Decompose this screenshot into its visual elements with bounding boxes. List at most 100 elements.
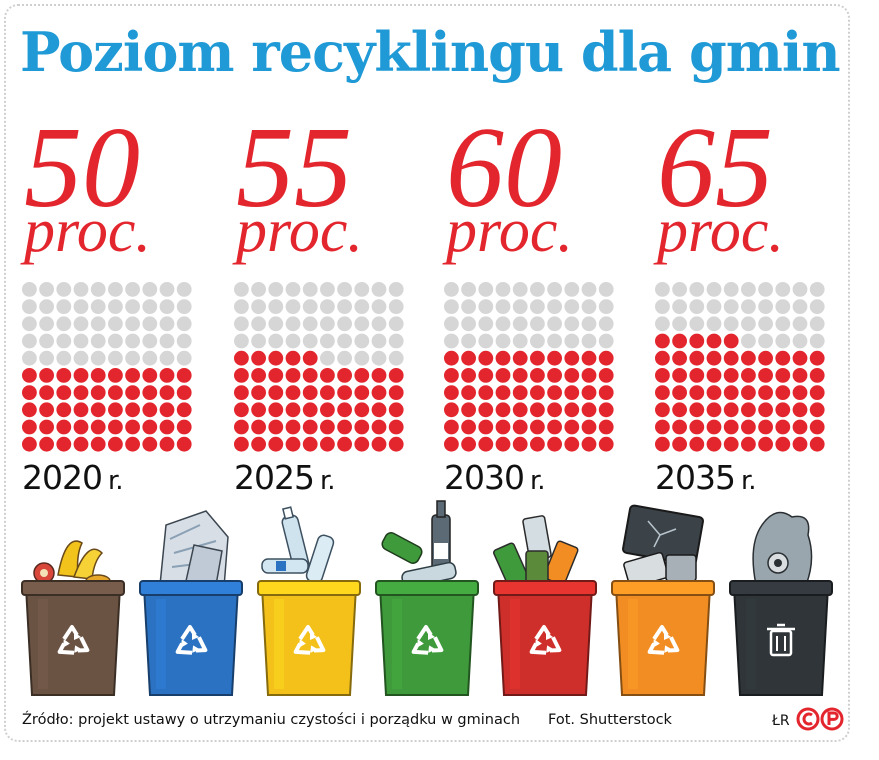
waffle-dot-filled — [39, 385, 54, 400]
waffle-dot-empty — [371, 316, 387, 332]
waffle-dot-filled — [234, 436, 249, 452]
waffle-dot-filled — [444, 402, 459, 418]
waffle-dot-empty — [251, 299, 266, 314]
waffle-dot-filled — [371, 402, 387, 418]
year-panel-2035: 65 proc. 2035 r. — [655, 110, 855, 500]
metal-bin-icon — [493, 515, 597, 696]
waffle-dot-empty — [302, 282, 318, 297]
waffle-dot-filled — [234, 385, 249, 400]
waffle-dot-empty — [337, 333, 352, 349]
waffle-dot-empty — [530, 316, 545, 332]
waffle-dot-empty — [741, 299, 756, 314]
waffle-dot-filled — [302, 368, 318, 383]
waffle-dot-empty — [39, 316, 54, 332]
waffle-dot-empty — [775, 299, 791, 314]
waffle-dot-filled — [354, 436, 370, 452]
waffle-dot-empty — [478, 333, 494, 349]
waffle-dot-filled — [689, 419, 705, 435]
infographic-frame — [4, 4, 850, 742]
waffle-dot-empty — [388, 299, 404, 314]
waffle-dot-empty — [564, 299, 580, 314]
waffle-dot-filled — [90, 436, 106, 452]
waffle-dot-filled — [706, 419, 722, 435]
recycle-symbol-icon — [175, 625, 208, 655]
waffle-dot-filled — [792, 419, 808, 435]
year-panel-2020: 50 proc. 2020 r. — [22, 110, 222, 500]
waffle-dot-filled — [125, 436, 140, 452]
waffle-dot-filled — [547, 436, 562, 452]
waffle-dot-filled — [758, 402, 773, 418]
waffle-dot-empty — [142, 282, 158, 297]
waffle-dot-empty — [125, 282, 140, 297]
waffle-dot-empty — [268, 282, 284, 297]
bin-rim — [493, 580, 597, 596]
waffle-dot-filled — [444, 350, 459, 366]
waffle-dot-filled — [285, 436, 301, 452]
waffle-dot-filled — [655, 419, 670, 435]
waffle-dot-filled — [22, 385, 37, 400]
year-panel-2030: 60 proc. 2030 r. — [444, 110, 644, 500]
waffle-dot-filled — [706, 385, 722, 400]
waffle-dot-empty — [251, 333, 266, 349]
waffle-dot-filled — [371, 368, 387, 383]
mixed-waste-bin-icon — [729, 511, 833, 696]
waffle-dot-filled — [809, 350, 825, 366]
percentage-unit: proc. — [657, 197, 784, 265]
waffle-dot-empty — [512, 316, 528, 332]
waffle-dot-filled — [461, 419, 476, 435]
waffle-dot-filled — [73, 402, 89, 418]
waffle-dot-empty — [320, 299, 335, 314]
waffle-dot-filled — [176, 419, 192, 435]
waffle-dot-empty — [90, 282, 106, 297]
waffle-dot-filled — [251, 350, 266, 366]
waffle-dot-empty — [22, 333, 37, 349]
waffle-dot-filled — [758, 419, 773, 435]
waffle-dot-empty — [775, 282, 791, 297]
waffle-dot-filled — [22, 419, 37, 435]
waffle-dot-filled — [495, 350, 511, 366]
paper-bin-icon — [139, 510, 243, 696]
waffle-dot-empty — [388, 282, 404, 297]
waffle-dot-filled — [354, 402, 370, 418]
waffle-dot-empty — [268, 299, 284, 314]
waffle-dot-filled — [39, 402, 54, 418]
waffle-dot-filled — [689, 385, 705, 400]
waffle-dot-empty — [598, 333, 614, 349]
waffle-dot-empty — [320, 350, 335, 366]
waffle-dot-empty — [598, 299, 614, 314]
waffle-dot-empty — [706, 299, 722, 314]
waffle-dot-filled — [320, 436, 335, 452]
waffle-dot-filled — [388, 402, 404, 418]
waffle-dot-empty — [809, 333, 825, 349]
waffle-dot-filled — [108, 436, 123, 452]
waffle-dot-empty — [56, 333, 72, 349]
waffle-dot-filled — [142, 436, 158, 452]
waffle-dot-empty — [598, 316, 614, 332]
waffle-dot-filled — [268, 368, 284, 383]
waffle-dot-empty — [461, 316, 476, 332]
waffle-dot-filled — [461, 436, 476, 452]
waffle-dot-filled — [388, 436, 404, 452]
year-label: 2035 r. — [655, 458, 757, 497]
waffle-dot-empty — [125, 350, 140, 366]
waffle-dot-filled — [564, 436, 580, 452]
waffle-dot-empty — [22, 299, 37, 314]
percentage-value: 50 — [24, 104, 140, 232]
waffle-dot-filled — [689, 368, 705, 383]
waffle-dot-empty — [285, 282, 301, 297]
waffle-dot-filled — [90, 402, 106, 418]
waffle-dot-filled — [478, 350, 494, 366]
waffle-dot-filled — [723, 350, 739, 366]
waffle-dot-empty — [159, 316, 175, 332]
waffle-dot-empty — [125, 316, 140, 332]
waffle-dot-filled — [234, 368, 249, 383]
waffle-dot-filled — [39, 419, 54, 435]
waffle-dot-filled — [706, 402, 722, 418]
page-title: Poziom recyklingu dla gmin — [20, 20, 841, 84]
waffle-dot-filled — [809, 385, 825, 400]
waffle-dot-empty — [741, 282, 756, 297]
waffle-dot-empty — [775, 333, 791, 349]
waffle-dot-filled — [495, 419, 511, 435]
waffle-dot-filled — [337, 385, 352, 400]
waffle-dot-filled — [159, 385, 175, 400]
